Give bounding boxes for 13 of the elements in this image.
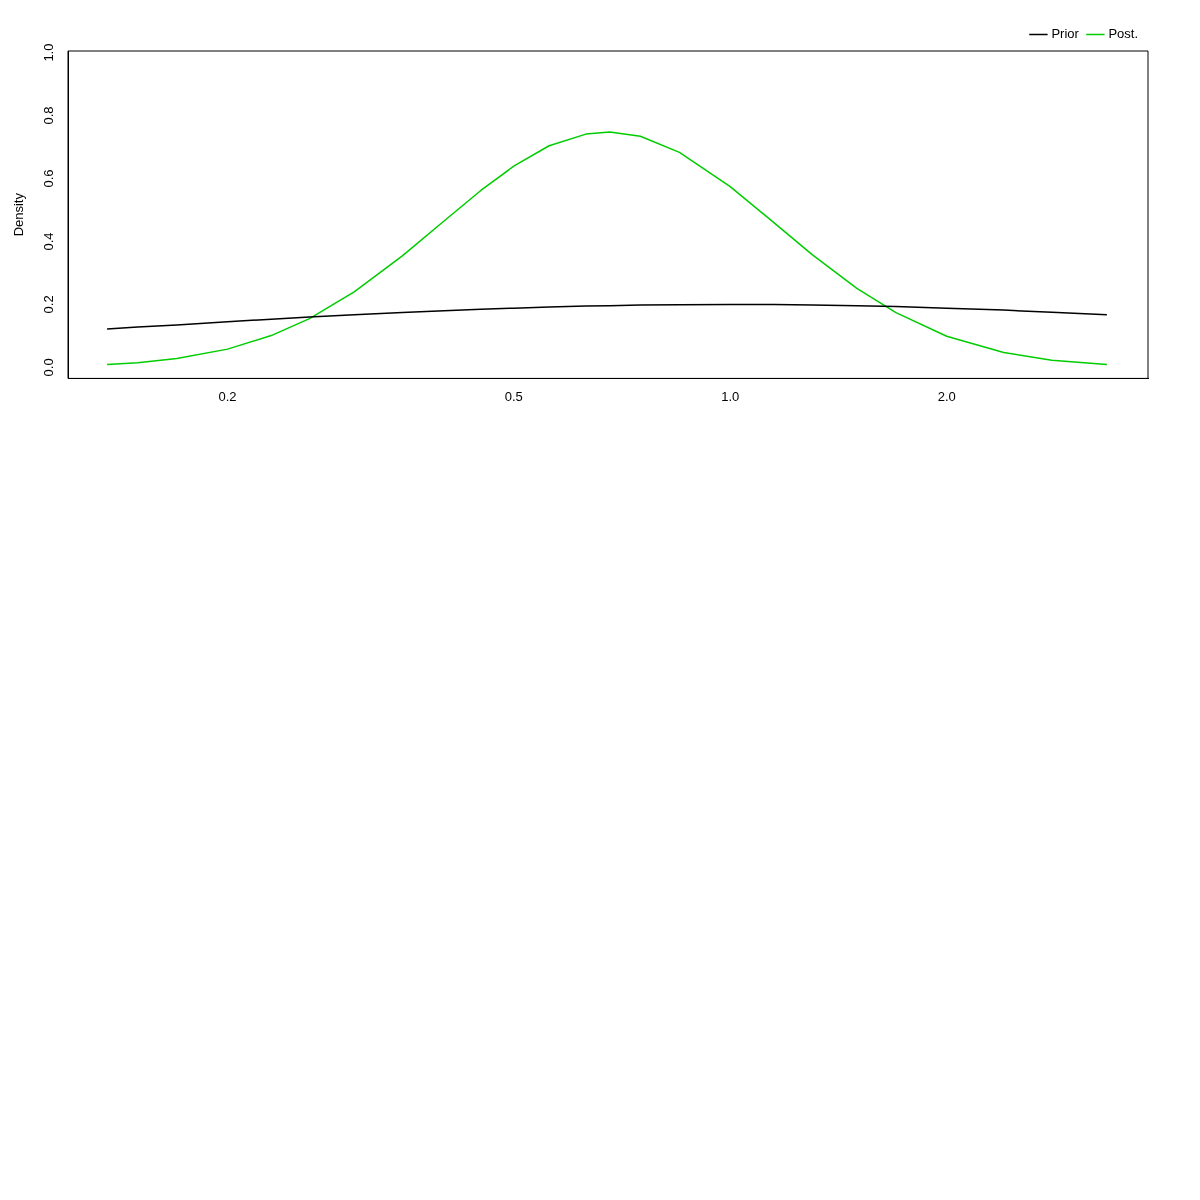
legend-label: Post.: [1108, 26, 1138, 42]
x-tick-label: 1.0: [721, 388, 740, 404]
y-tick-label: 0.8: [41, 106, 57, 125]
y-tick-label: 0.0: [41, 358, 57, 377]
y-axis-title: Density: [11, 192, 27, 237]
legend-label: Prior: [1051, 26, 1080, 42]
y-tick-label: 0.2: [41, 295, 57, 314]
x-tick-label: 0.2: [218, 388, 237, 404]
y-tick-label: 1.0: [41, 43, 57, 62]
x-tick-label: 0.5: [504, 388, 523, 404]
y-tick-label: 0.6: [41, 169, 57, 188]
x-tick-label: 2.0: [937, 388, 956, 404]
y-tick-label: 0.4: [41, 232, 57, 251]
